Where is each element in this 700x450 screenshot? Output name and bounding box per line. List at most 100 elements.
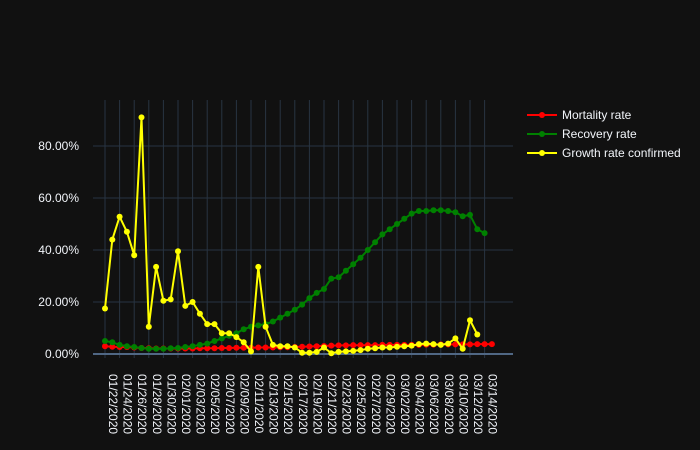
data-point[interactable] xyxy=(423,340,430,347)
data-point[interactable] xyxy=(437,207,444,214)
data-point[interactable] xyxy=(218,345,225,352)
data-point[interactable] xyxy=(445,340,452,347)
data-point[interactable] xyxy=(175,248,181,255)
data-point[interactable] xyxy=(299,343,306,350)
data-point[interactable] xyxy=(350,261,357,268)
data-point[interactable] xyxy=(116,341,123,348)
data-point[interactable] xyxy=(321,286,327,292)
data-point[interactable] xyxy=(109,339,116,346)
data-point[interactable] xyxy=(138,114,145,121)
data-point[interactable] xyxy=(364,345,371,352)
data-point[interactable] xyxy=(226,330,233,337)
data-point[interactable] xyxy=(299,301,306,308)
data-point[interactable] xyxy=(408,210,415,217)
data-point[interactable] xyxy=(313,343,320,350)
data-point[interactable] xyxy=(240,339,247,346)
data-point[interactable] xyxy=(240,344,247,351)
data-point[interactable] xyxy=(102,305,108,312)
data-point[interactable] xyxy=(394,343,400,350)
data-point[interactable] xyxy=(386,344,393,351)
data-point[interactable] xyxy=(284,310,291,317)
data-point[interactable] xyxy=(284,343,291,350)
data-point[interactable] xyxy=(153,345,160,352)
data-point[interactable] xyxy=(415,208,422,214)
data-point[interactable] xyxy=(372,239,379,246)
data-point[interactable] xyxy=(269,318,276,325)
data-point[interactable] xyxy=(167,345,174,352)
data-point[interactable] xyxy=(459,345,466,352)
data-point[interactable] xyxy=(401,215,408,222)
data-point[interactable] xyxy=(313,348,320,355)
data-point[interactable] xyxy=(342,267,349,274)
data-point[interactable] xyxy=(488,341,495,348)
data-point[interactable] xyxy=(116,213,123,220)
data-point[interactable] xyxy=(357,347,364,354)
data-point[interactable] xyxy=(328,342,335,349)
data-point[interactable] xyxy=(335,342,342,349)
data-point[interactable] xyxy=(313,289,320,296)
data-point[interactable] xyxy=(102,343,108,350)
data-point[interactable] xyxy=(328,275,335,282)
data-point[interactable] xyxy=(109,343,116,350)
data-point[interactable] xyxy=(342,348,349,355)
data-point[interactable] xyxy=(350,347,357,354)
data-point[interactable] xyxy=(350,342,357,349)
data-point[interactable] xyxy=(175,345,181,352)
data-point[interactable] xyxy=(357,342,364,349)
data-point[interactable] xyxy=(277,343,284,350)
data-point[interactable] xyxy=(262,323,269,330)
legend-item[interactable]: Growth rate confirmed xyxy=(527,146,681,160)
data-point[interactable] xyxy=(467,211,473,218)
data-point[interactable] xyxy=(401,343,408,350)
data-point[interactable] xyxy=(379,344,386,351)
data-point[interactable] xyxy=(277,314,284,321)
data-point[interactable] xyxy=(233,334,240,341)
data-point[interactable] xyxy=(335,348,342,355)
data-point[interactable] xyxy=(372,345,379,352)
data-point[interactable] xyxy=(452,341,459,348)
data-point[interactable] xyxy=(211,345,218,352)
data-point[interactable] xyxy=(474,331,481,338)
data-point[interactable] xyxy=(145,323,152,330)
legend-item[interactable]: Mortality rate xyxy=(527,108,632,122)
data-point[interactable] xyxy=(131,343,138,350)
data-point[interactable] xyxy=(335,274,342,281)
data-point[interactable] xyxy=(160,297,167,304)
data-point[interactable] xyxy=(306,349,313,356)
data-point[interactable] xyxy=(357,254,364,261)
data-point[interactable] xyxy=(364,247,371,253)
data-point[interactable] xyxy=(211,338,218,344)
data-point[interactable] xyxy=(386,226,393,233)
data-point[interactable] xyxy=(415,341,422,348)
data-point[interactable] xyxy=(160,345,167,352)
data-point[interactable] xyxy=(182,343,189,350)
data-point[interactable] xyxy=(328,350,335,357)
data-point[interactable] xyxy=(423,208,430,214)
data-point[interactable] xyxy=(189,343,196,350)
data-point[interactable] xyxy=(321,344,327,351)
data-point[interactable] xyxy=(255,344,262,351)
data-point[interactable] xyxy=(123,343,130,350)
data-point[interactable] xyxy=(306,343,313,350)
data-point[interactable] xyxy=(262,344,269,351)
data-point[interactable] xyxy=(467,317,473,324)
data-point[interactable] xyxy=(167,296,174,303)
data-point[interactable] xyxy=(291,306,298,313)
data-point[interactable] xyxy=(233,344,240,351)
data-point[interactable] xyxy=(102,338,108,344)
data-point[interactable] xyxy=(138,345,145,352)
data-point[interactable] xyxy=(467,341,473,348)
data-point[interactable] xyxy=(452,335,459,342)
data-point[interactable] xyxy=(459,213,466,220)
data-point[interactable] xyxy=(204,340,211,347)
data-point[interactable] xyxy=(182,302,189,309)
data-point[interactable] xyxy=(211,321,218,328)
data-point[interactable] xyxy=(481,341,488,348)
data-point[interactable] xyxy=(153,263,160,270)
data-point[interactable] xyxy=(445,208,452,214)
data-point[interactable] xyxy=(269,341,276,348)
data-point[interactable] xyxy=(306,295,313,302)
data-point[interactable] xyxy=(255,263,262,270)
data-point[interactable] xyxy=(255,322,262,329)
data-point[interactable] xyxy=(394,221,400,227)
